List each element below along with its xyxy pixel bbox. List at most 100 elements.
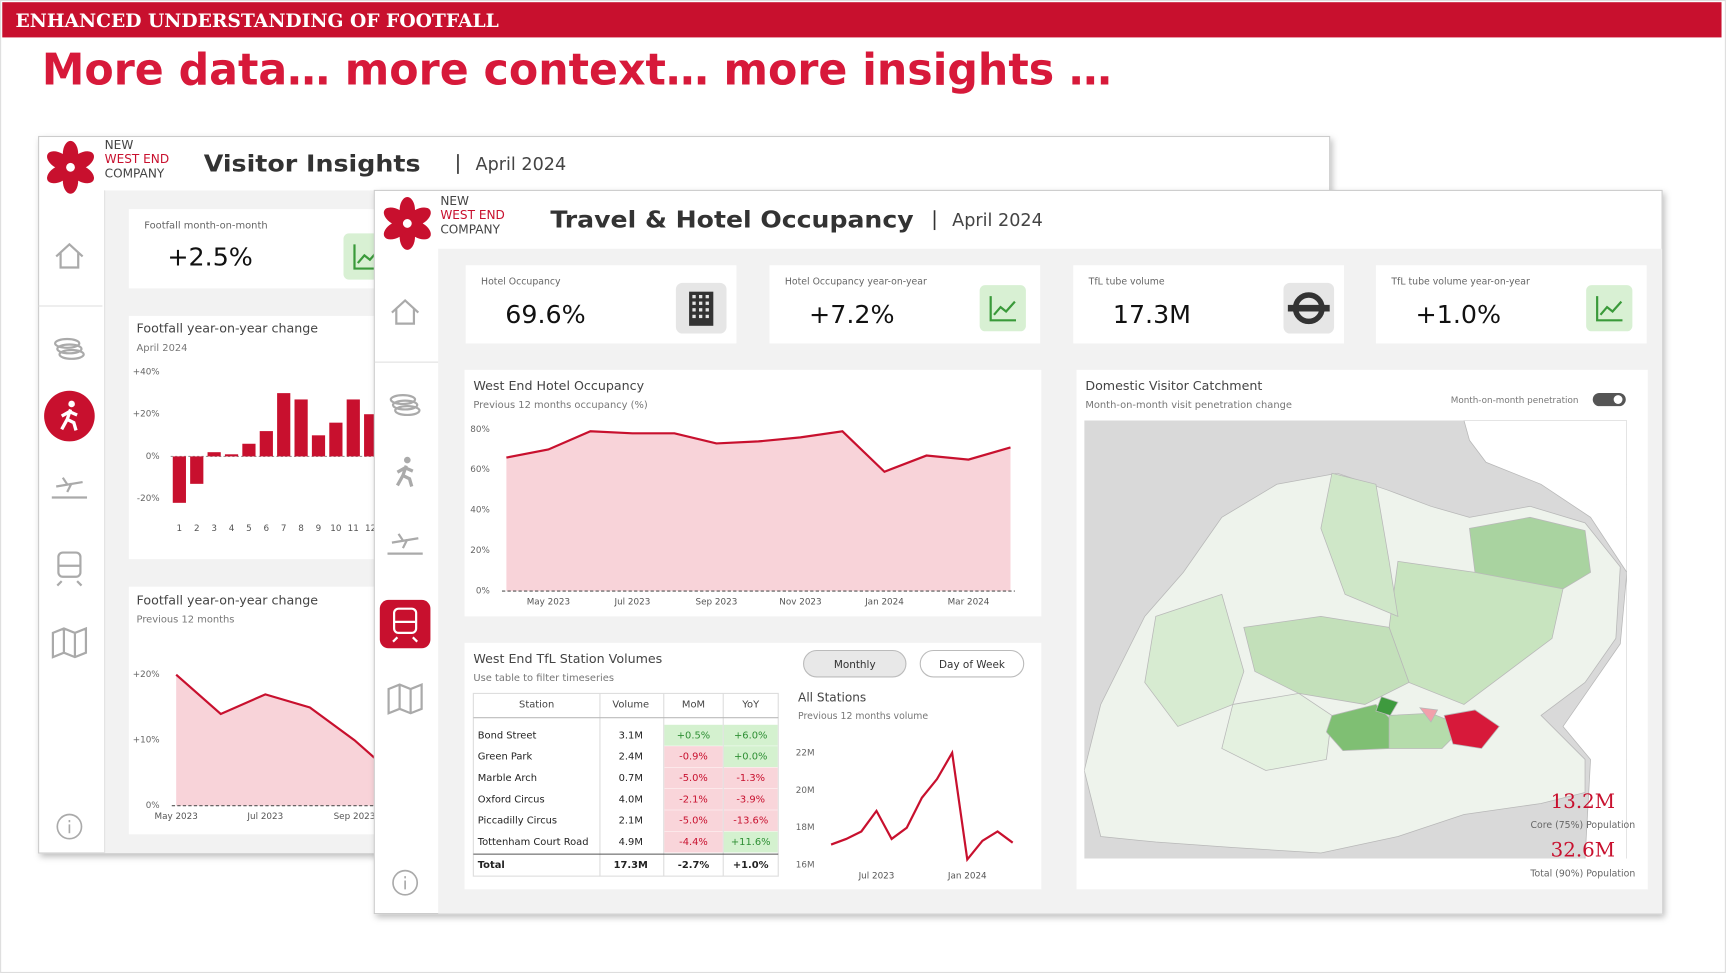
y-tick-label: 18M — [796, 823, 815, 833]
x-tick-label: 8 — [298, 524, 304, 534]
banner — [2, 2, 1722, 38]
bar — [311, 435, 326, 457]
nav-home[interactable] — [391, 298, 420, 325]
map-region — [1419, 707, 1439, 723]
kpi-icon — [705, 308, 709, 312]
y-tick-label: 0% — [146, 452, 160, 462]
nav-map[interactable] — [51, 626, 88, 659]
y-tick-label: 20% — [470, 546, 490, 556]
map-sea — [1463, 420, 1627, 859]
icon — [54, 337, 81, 349]
kpi-icon — [705, 314, 709, 319]
table-cell: +11.6% — [731, 837, 771, 848]
chart-subtitle: April 2024 — [137, 343, 188, 354]
x-tick-label: Jan 2024 — [864, 598, 904, 608]
nav-walk[interactable] — [395, 456, 414, 487]
kpi-icon — [1596, 296, 1623, 322]
kpi-icon — [692, 314, 696, 319]
icon — [389, 394, 417, 406]
table-cell: Bond Street — [478, 730, 537, 741]
line — [506, 430, 1011, 474]
kpi-value: +2.5% — [167, 243, 252, 272]
headline: More data… more context… more insights … — [42, 45, 1112, 96]
logo-text: WEST END — [105, 152, 170, 166]
table-cell: Tottenham Court Road — [477, 837, 589, 848]
table-cell: Oxford Circus — [478, 794, 545, 805]
area — [506, 431, 1011, 592]
table-cell: +0.5% — [677, 730, 710, 741]
logo-petal — [47, 151, 72, 171]
cell-bg — [723, 746, 778, 768]
cell-bg — [723, 831, 778, 853]
table-cell: 2.1M — [619, 816, 643, 827]
kpi-icon — [1287, 304, 1330, 312]
kpi-icon — [705, 294, 709, 299]
column-header: Station — [519, 699, 554, 710]
map-region — [1320, 472, 1399, 618]
x-tick-label: Nov 2023 — [779, 598, 821, 608]
nav-info[interactable] — [392, 869, 419, 896]
kpi-icon — [692, 294, 696, 299]
icon — [55, 242, 84, 269]
nav-train[interactable] — [379, 599, 431, 649]
bar — [224, 454, 239, 457]
logo-text: NEW — [105, 138, 134, 152]
x-tick-label: 2 — [194, 524, 200, 534]
icon — [391, 298, 420, 325]
icon — [51, 626, 88, 659]
kpi-icon — [692, 308, 696, 312]
x-tick-label: May 2023 — [154, 812, 197, 822]
kpi-label: TfL tube volume year-on-year — [1390, 276, 1530, 287]
y-tick-label: 16M — [796, 861, 815, 871]
button-bg[interactable] — [919, 649, 1025, 678]
x-tick-label: 11 — [348, 524, 359, 534]
logo-centre — [402, 219, 412, 228]
nav-plane[interactable] — [387, 533, 423, 555]
icon — [60, 408, 78, 431]
nav-walk[interactable] — [44, 390, 95, 442]
logo-petal — [383, 207, 408, 227]
nav-plane[interactable] — [51, 477, 88, 499]
logo-text: NEW — [440, 194, 469, 208]
toggle-button[interactable]: Day of Week — [919, 649, 1025, 678]
x-tick-label: Mar 2024 — [948, 598, 990, 608]
toggle-knob[interactable] — [1613, 395, 1623, 404]
cell-bg — [664, 746, 723, 768]
kpi-value: 69.6% — [505, 300, 585, 329]
nav-map[interactable] — [387, 682, 423, 715]
table-cell: 0.7M — [619, 773, 643, 784]
nav-coins[interactable] — [54, 337, 85, 360]
stat-value: 32.6M — [1551, 838, 1615, 861]
button-label: Day of Week — [939, 659, 1006, 671]
logo-centre — [66, 162, 75, 172]
toggle[interactable] — [1592, 392, 1626, 407]
icon — [387, 533, 423, 555]
y-tick-label: 60% — [470, 465, 490, 475]
kpi-icon — [692, 301, 696, 305]
cell-bg — [723, 724, 778, 746]
nav-coins[interactable] — [389, 394, 421, 417]
nav-train[interactable] — [56, 551, 83, 587]
button-bg[interactable] — [803, 649, 907, 678]
table-cell: -2.7% — [678, 860, 710, 871]
bar — [259, 431, 273, 457]
cell-bg — [723, 788, 778, 810]
x-tick-label: Sep 2023 — [334, 812, 376, 822]
x-tick-label: 7 — [281, 524, 287, 534]
icon — [56, 564, 83, 587]
button-label: Monthly — [834, 659, 876, 671]
chart-subtitle: Previous 12 months volume — [798, 711, 928, 722]
logo-text: WEST END — [440, 208, 505, 222]
x-tick-label: 12 — [365, 524, 376, 534]
nav-home[interactable] — [55, 242, 84, 269]
icon — [387, 682, 423, 715]
column-header: MoM — [682, 699, 705, 710]
nav-info[interactable] — [56, 813, 83, 840]
toggle-button[interactable]: Monthly — [803, 649, 907, 678]
y-tick-label: 22M — [796, 748, 815, 758]
chart-subtitle: Previous 12 months occupancy (%) — [473, 400, 648, 411]
y-tick-label: +20% — [133, 410, 160, 420]
icon — [56, 813, 83, 840]
icon — [58, 348, 85, 360]
x-tick-label: Jul 2023 — [858, 872, 895, 882]
